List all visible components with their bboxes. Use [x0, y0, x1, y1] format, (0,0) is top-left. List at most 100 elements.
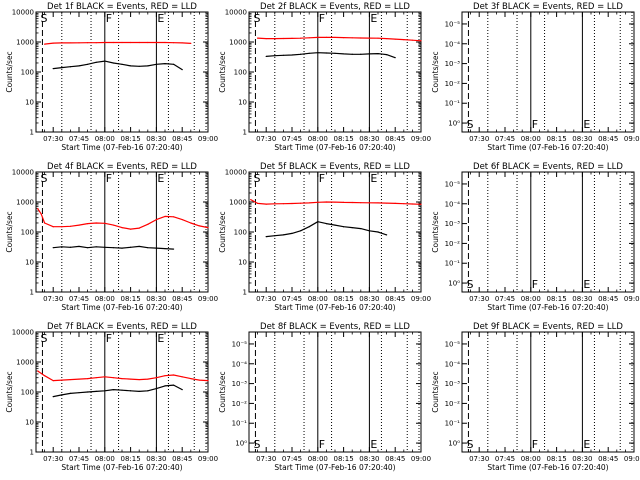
x-tick-label: 07:45: [282, 455, 302, 463]
data-point: [138, 65, 140, 67]
y-tick-label: 1: [243, 289, 247, 297]
data-point: [420, 203, 422, 205]
data-point: [52, 42, 54, 44]
data-point: [87, 42, 89, 44]
data-point: [61, 379, 63, 381]
data-point: [61, 67, 63, 69]
data-point: [317, 221, 319, 223]
data-point: [351, 227, 353, 229]
data-point: [291, 202, 293, 205]
data-point: [377, 231, 379, 233]
data-point: [198, 225, 200, 227]
series-line-events: [53, 60, 183, 71]
data-point: [104, 41, 106, 44]
data-point: [104, 60, 106, 62]
x-tick-label: 08:30: [146, 135, 166, 143]
data-point: [282, 37, 284, 40]
y-tick-label: 10⁻¹: [445, 420, 461, 428]
data-point: [112, 377, 114, 379]
y-tick-label: 10⁻²: [232, 400, 248, 408]
data-point: [282, 54, 284, 56]
y-axis-label: Counts/sec: [431, 51, 440, 92]
data-point: [300, 202, 302, 204]
data-point: [257, 202, 259, 204]
data-point: [87, 247, 89, 249]
series-line-lld: [37, 208, 209, 230]
data-point: [207, 227, 209, 229]
data-point: [44, 375, 46, 377]
y-tick-label: 10⁻⁴: [232, 360, 248, 368]
data-point: [104, 222, 106, 224]
x-tick-label: 08:15: [121, 455, 141, 463]
chart-title: Det 4f BLACK = Events, RED = LLD: [47, 162, 197, 172]
marker-label-s: S: [466, 278, 473, 291]
y-tick-label: 10⁻⁵: [232, 340, 248, 348]
y-tick-label: 1000: [229, 39, 247, 47]
y-tick-label: 100: [234, 229, 247, 237]
data-point: [351, 53, 353, 55]
data-point: [164, 215, 166, 218]
data-point: [121, 377, 123, 380]
y-tick-label: 10: [238, 259, 247, 267]
series-line-lld: [44, 41, 191, 45]
data-point: [198, 379, 200, 381]
data-point: [386, 54, 388, 56]
data-point: [130, 378, 132, 380]
data-point: [44, 43, 46, 45]
data-point: [78, 42, 80, 44]
data-point: [130, 41, 132, 44]
data-point: [78, 224, 80, 226]
marker-label-e: E: [157, 172, 164, 185]
x-tick-label: 07:30: [469, 295, 489, 303]
marker-label-s: S: [40, 332, 47, 345]
data-point: [181, 376, 183, 378]
marker-label-f: F: [319, 12, 325, 25]
y-tick-label: 10000: [12, 329, 34, 337]
x-tick-label: 08:15: [547, 455, 567, 463]
data-point: [394, 38, 396, 40]
x-tick-label: 08:30: [359, 455, 379, 463]
chart-title: Det 2f BLACK = Events, RED = LLD: [260, 2, 410, 12]
y-tick-label: 1: [30, 129, 34, 137]
marker-label-s: S: [40, 172, 47, 185]
data-point: [121, 247, 123, 249]
data-point: [368, 53, 370, 55]
marker-label-e: E: [370, 438, 377, 451]
data-point: [325, 52, 327, 54]
data-point: [173, 248, 175, 250]
data-point: [265, 55, 267, 58]
chart-panel-5: Det 5f BLACK = Events, RED = LLD 1 10 100 10…: [218, 162, 431, 312]
data-point: [394, 57, 396, 59]
data-point: [377, 53, 379, 55]
y-axis-label: Counts/sec: [5, 371, 14, 412]
y-tick-label: 10⁻¹: [232, 420, 248, 428]
y-tick-label: 10⁻³: [445, 220, 461, 228]
x-tick-label: 07:30: [469, 135, 489, 143]
y-tick-label: 1000: [16, 359, 34, 367]
x-tick-label: 08:30: [572, 295, 592, 303]
data-point: [87, 223, 89, 225]
marker-label-e: E: [157, 12, 164, 25]
marker-label-f: F: [532, 438, 538, 451]
data-point: [138, 378, 140, 381]
data-point: [308, 202, 310, 204]
y-tick-label: 10⁻⁴: [445, 40, 461, 48]
data-point: [155, 41, 157, 44]
x-tick-label: 09:00: [411, 135, 431, 143]
data-point: [61, 42, 63, 44]
data-point: [155, 387, 157, 390]
y-tick-label: 10⁻⁴: [445, 360, 461, 368]
data-point: [155, 377, 157, 379]
data-point: [291, 232, 293, 234]
data-point: [300, 230, 302, 232]
data-point: [164, 375, 166, 377]
data-point: [282, 203, 284, 205]
y-tick-label: 10: [25, 99, 34, 107]
y-tick-label: 10⁻³: [232, 380, 248, 388]
x-tick-label: 07:30: [43, 455, 63, 463]
data-point: [164, 247, 166, 250]
data-point: [69, 42, 71, 44]
data-point: [181, 218, 183, 221]
x-tick-label: 08:45: [385, 135, 405, 143]
data-point: [138, 390, 140, 392]
